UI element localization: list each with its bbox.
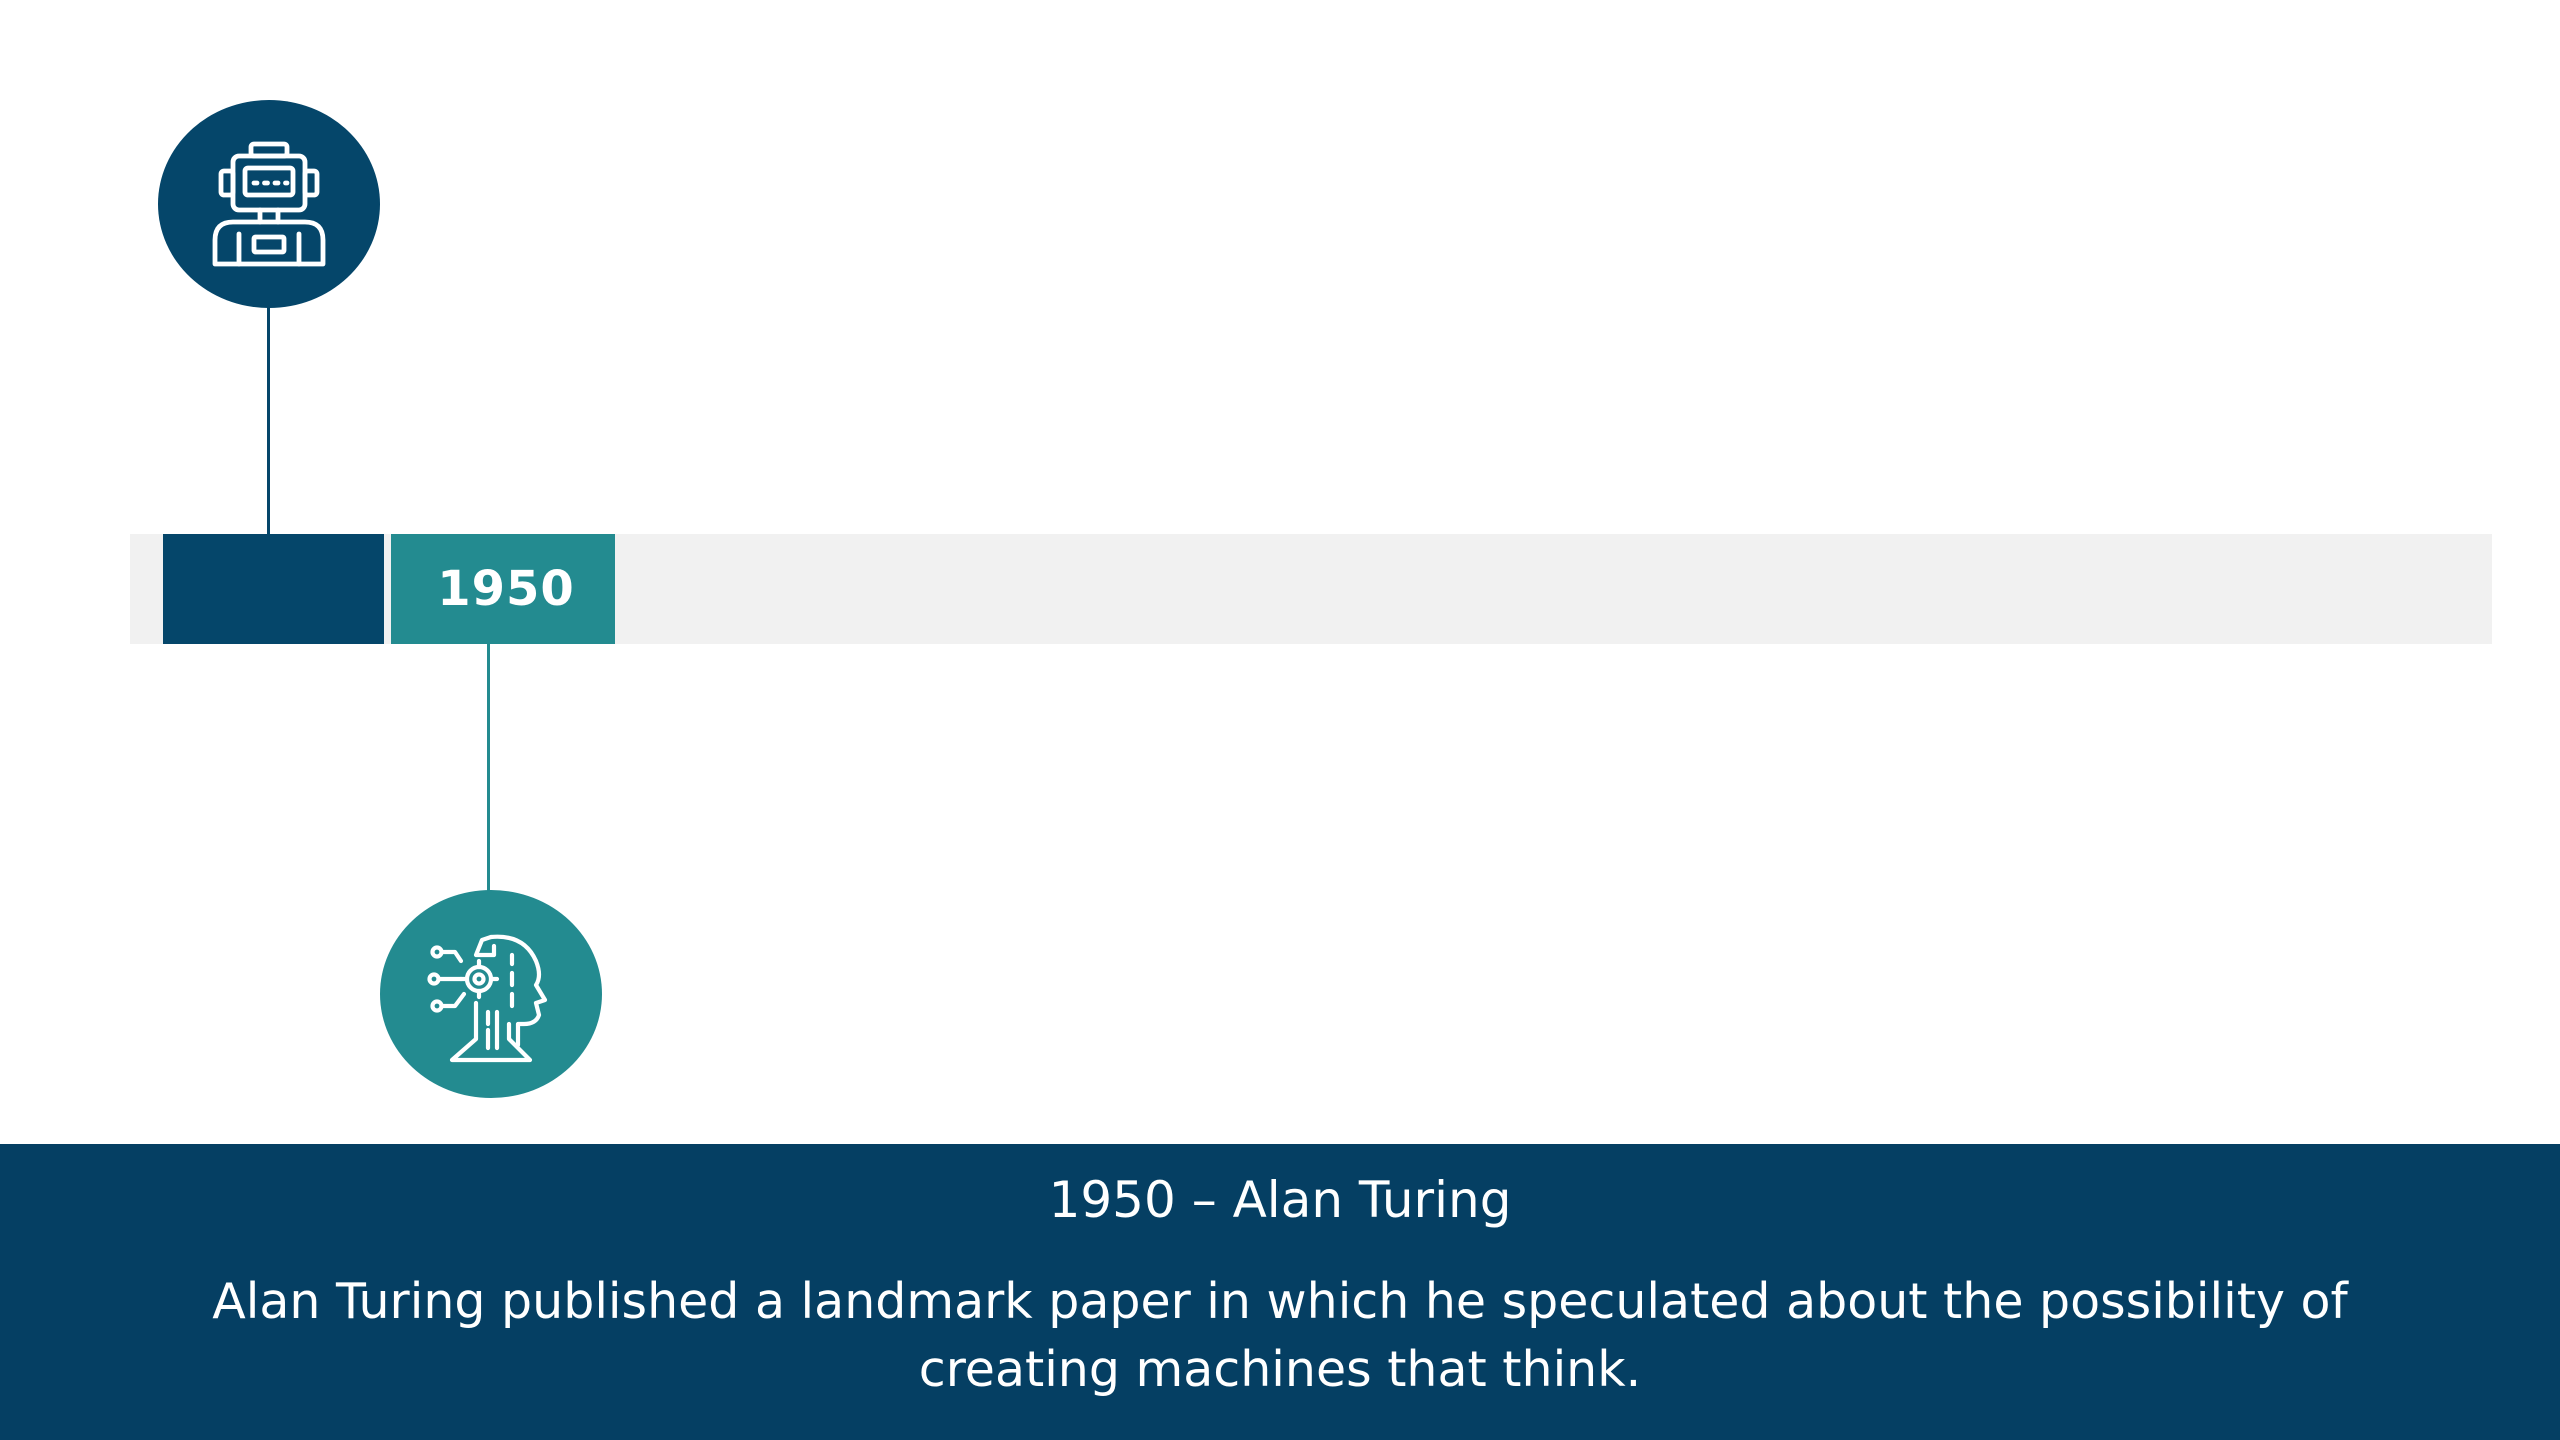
ai-head-icon: [427, 934, 548, 1063]
connector-line-bottom: [487, 644, 490, 894]
ai-head-icon-circle: [380, 890, 602, 1098]
timeline-segment-previous: [163, 534, 384, 644]
robot-icon: [212, 141, 326, 267]
timeline-segment-1950: 1950: [391, 534, 615, 644]
timeline-year-label: 1950: [437, 561, 575, 617]
connector-line-top: [267, 300, 270, 534]
caption-bar: 1950 – Alan Turing Alan Turing published…: [0, 1144, 2560, 1440]
robot-icon-circle: [158, 100, 380, 308]
caption-title: 1950 – Alan Turing: [1048, 1171, 1512, 1229]
caption-body: Alan Turing published a landmark paper i…: [212, 1273, 2348, 1398]
